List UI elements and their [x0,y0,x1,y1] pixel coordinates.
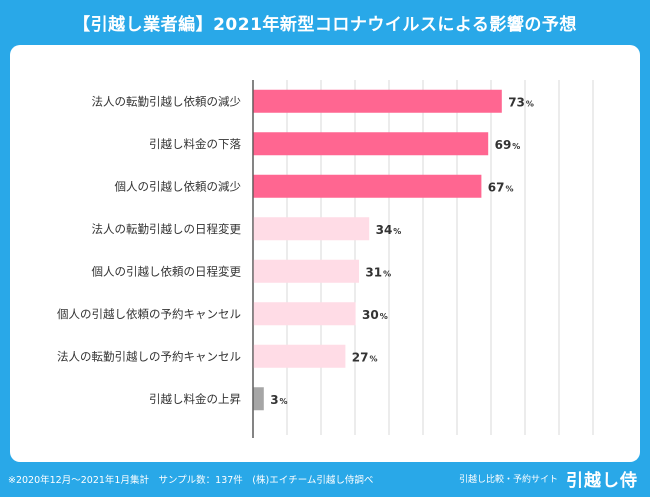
category-label: 法人の転勤引越し依頼の減少 [92,94,242,108]
brand-tagline: 引越し比較・予約サイト [458,474,558,485]
bar [253,302,356,326]
category-label: 個人の引越し依頼の予約キャンセル [57,307,241,321]
bar [253,89,502,113]
value-label: 27% [352,350,378,364]
bar [253,132,489,156]
bar [253,217,370,241]
bar-chart: 法人の転勤引越し依頼の減少 73% 引越し料金の下落 69% 個人の引越し依頼の減少 67… [57,80,594,438]
bar [253,174,482,198]
category-label: 個人の引越し依頼の日程変更 [92,264,242,278]
category-label: 個人の引越し依頼の減少 [115,179,242,193]
category-label: 引越し料金の上昇 [149,392,241,406]
value-label: 3% [270,393,287,407]
value-label: 34% [376,223,402,237]
brand-logo: 引越し比較・予約サイト 引越し侍 [459,463,638,493]
brand-name: 引越し侍 [566,470,638,491]
bar [253,387,264,411]
bar [253,259,359,283]
bar [253,344,346,368]
category-label: 引越し料金の下落 [149,137,241,151]
value-label: 69% [495,138,521,152]
category-label: 法人の転勤引越しの日程変更 [92,222,242,236]
chart-title: 【引越し業者編】2021年新型コロナウイルスによる影響の予想 [73,14,577,35]
survey-note: ※2020年12月～2021年1月集計 サンプル数：137件 (株)エイチーム引… [8,475,374,486]
category-label: 法人の転勤引越しの予約キャンセル [57,349,241,363]
value-label: 67% [488,180,514,194]
value-label: 73% [508,95,534,109]
value-label: 31% [365,265,391,279]
chart-panel: 法人の転勤引越し依頼の減少 73% 引越し料金の下落 69% 個人の引越し依頼の減少 67… [10,45,640,462]
value-label: 30% [362,308,388,322]
